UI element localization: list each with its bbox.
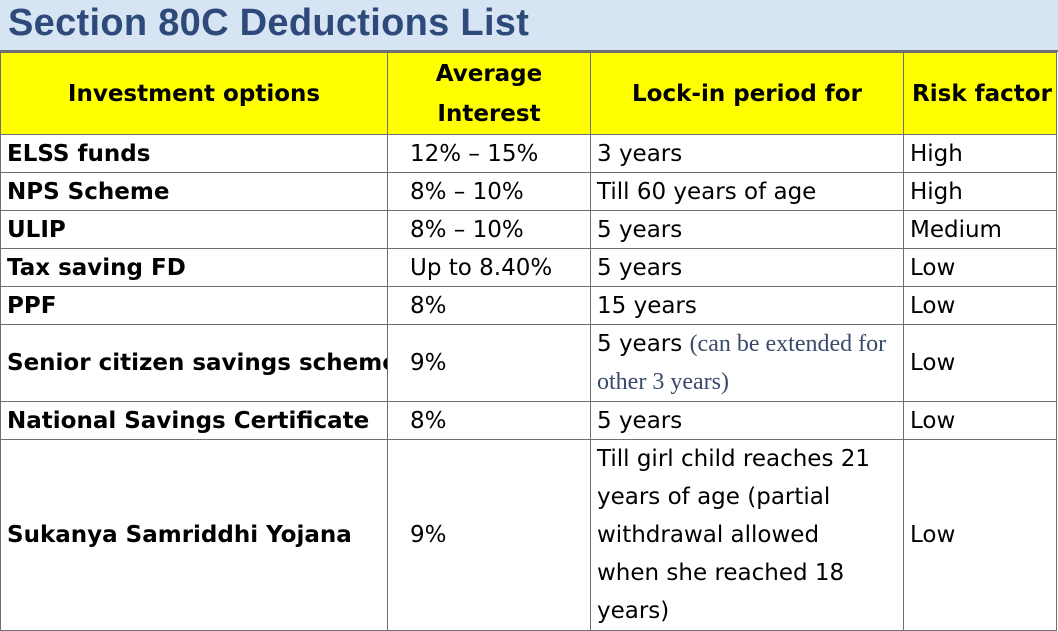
- cell-interest: 9%: [387, 439, 591, 631]
- cell-interest: Up to 8.40%: [387, 248, 591, 287]
- cell-investment: National Savings Certificate: [0, 401, 388, 440]
- cell-risk: Low: [903, 286, 1057, 325]
- table-row: Sukanya Samriddhi Yojana 9% Till girl ch…: [0, 439, 1057, 631]
- lockin-value: 5 years: [597, 331, 683, 357]
- deductions-table: Investment options Average Interest Lock…: [0, 52, 1057, 631]
- cell-risk: Low: [903, 401, 1057, 440]
- cell-lockin: Till girl child reaches 21 years of age …: [590, 439, 904, 631]
- cell-lockin: 5 years (can be extended for other 3 yea…: [590, 324, 904, 402]
- cell-lockin: 5 years: [590, 401, 904, 440]
- lockin-note: (can be extended for other 3 years): [597, 331, 887, 395]
- cell-investment: PPF: [0, 286, 388, 325]
- cell-lockin: 5 years: [590, 248, 904, 287]
- page-title: Section 80C Deductions List: [8, 2, 530, 44]
- cell-interest: 9%: [387, 324, 591, 402]
- cell-investment: Sukanya Samriddhi Yojana: [0, 439, 388, 631]
- cell-interest: 8%: [387, 401, 591, 440]
- table-row: NPS Scheme 8% – 10% Till 60 years of age…: [0, 172, 1057, 211]
- cell-investment: Senior citizen savings scheme: [0, 324, 388, 402]
- cell-interest: 8%: [387, 286, 591, 325]
- cell-lockin: Till 60 years of age: [590, 172, 904, 211]
- table-row: PPF 8% 15 years Low: [0, 286, 1057, 325]
- cell-investment: ULIP: [0, 210, 388, 249]
- cell-investment: Tax saving FD: [0, 248, 388, 287]
- cell-risk: High: [903, 134, 1057, 173]
- cell-lockin: 3 years: [590, 134, 904, 173]
- header-risk: Risk factor: [903, 52, 1057, 135]
- header-lockin: Lock-in period for: [590, 52, 904, 135]
- cell-risk: Low: [903, 248, 1057, 287]
- table-row: ULIP 8% – 10% 5 years Medium: [0, 210, 1057, 249]
- cell-interest: 8% – 10%: [387, 210, 591, 249]
- table-row: ELSS funds 12% – 15% 3 years High: [0, 134, 1057, 173]
- cell-risk: Medium: [903, 210, 1057, 249]
- table-row: National Savings Certificate 8% 5 years …: [0, 401, 1057, 440]
- cell-lockin: 15 years: [590, 286, 904, 325]
- cell-lockin: 5 years: [590, 210, 904, 249]
- cell-risk: Low: [903, 324, 1057, 402]
- cell-risk: Low: [903, 439, 1057, 631]
- cell-risk: High: [903, 172, 1057, 211]
- title-bar: Section 80C Deductions List: [0, 0, 1058, 52]
- table-row: Senior citizen savings scheme 9% 5 years…: [0, 324, 1057, 402]
- cell-interest: 12% – 15%: [387, 134, 591, 173]
- cell-investment: ELSS funds: [0, 134, 388, 173]
- cell-interest: 8% – 10%: [387, 172, 591, 211]
- table-row: Tax saving FD Up to 8.40% 5 years Low: [0, 248, 1057, 287]
- header-interest: Average Interest: [387, 52, 591, 135]
- cell-investment: NPS Scheme: [0, 172, 388, 211]
- header-row: Investment options Average Interest Lock…: [0, 52, 1057, 135]
- header-interest-label: Average Interest: [435, 60, 543, 127]
- header-investment: Investment options: [0, 52, 388, 135]
